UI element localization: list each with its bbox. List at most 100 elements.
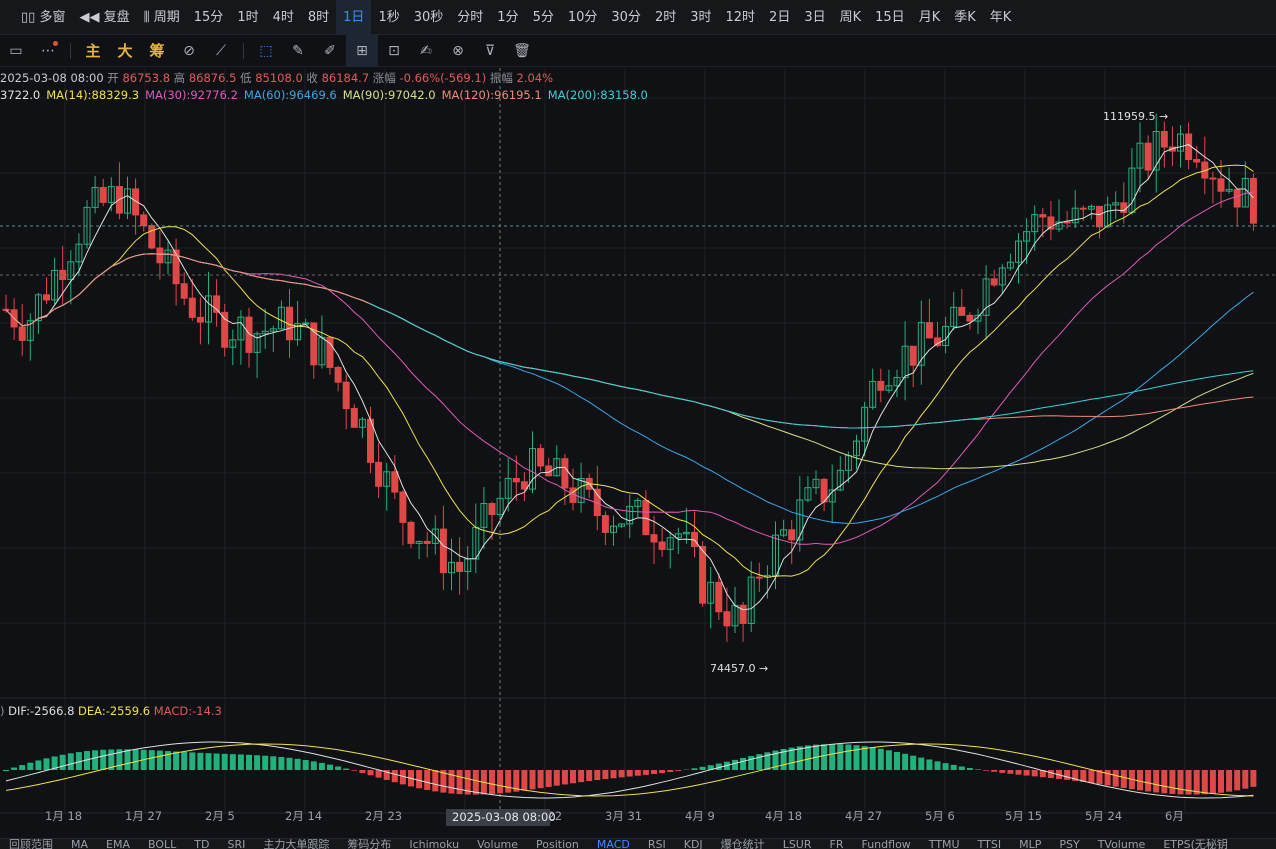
indicator-tab[interactable]: Position	[536, 838, 579, 849]
candle-body	[407, 521, 415, 544]
indicator-tab[interactable]: PSY	[1059, 838, 1080, 849]
indicator-tab[interactable]: RSI	[647, 838, 666, 849]
indicator-tab[interactable]: Ichimoku	[409, 838, 460, 849]
macd-bar	[667, 770, 674, 773]
macd-bar	[821, 744, 828, 770]
indicator-tab[interactable]: TD	[194, 838, 210, 849]
period-12[interactable]: 2时	[654, 9, 677, 25]
period-15[interactable]: 2日	[769, 9, 791, 25]
period-17[interactable]: 周K	[839, 9, 862, 25]
indicator-tab[interactable]: LSUR	[782, 838, 812, 849]
indicator-tab[interactable]: 爆仓统计	[720, 838, 765, 849]
ruler-icon[interactable]: ✎	[292, 42, 304, 59]
macd-bar	[958, 766, 965, 770]
period-5[interactable]: 1秒	[378, 9, 400, 25]
indicator-tab[interactable]: MA	[71, 838, 89, 849]
period-2[interactable]: 4时	[272, 9, 294, 25]
indicator-tab[interactable]: EMA	[106, 838, 130, 849]
indicator-tab[interactable]: ETPS(无秘钥	[1163, 838, 1228, 849]
period-19[interactable]: 月K	[918, 9, 941, 25]
low-annotation: 74457.0 →	[710, 662, 768, 675]
x-axis-label: 2月 5	[205, 809, 235, 823]
period-6[interactable]: 30秒	[413, 9, 444, 25]
pen-icon[interactable]: ✐	[324, 42, 336, 59]
candle-body	[1209, 177, 1217, 180]
main-indicator-button[interactable]: 主	[85, 42, 101, 60]
eraser-icon[interactable]: ⟋	[216, 42, 226, 59]
indicator-tab[interactable]: TTMU	[928, 838, 960, 849]
indicator-tab[interactable]: Volume	[477, 838, 519, 849]
big-order-button[interactable]: 大	[117, 42, 133, 60]
indicator-tab[interactable]: 回顾范围	[9, 838, 53, 849]
period-14[interactable]: 12时	[725, 9, 756, 25]
lock-icon[interactable]: ⊡	[388, 42, 400, 59]
candle-body	[909, 345, 917, 366]
candle-body	[925, 322, 933, 339]
indicator-bar: 回顾范围 MA EMA BOLL TD SRI 主力大单跟踪 筹码分布 Ichimoku Volu…	[0, 838, 1276, 849]
x-axis-label: 6月	[1165, 809, 1184, 823]
indicator-tab[interactable]: KDJ	[683, 838, 703, 849]
macd-bar	[375, 770, 382, 778]
indicator-tab[interactable]: TVolume	[1097, 838, 1146, 849]
rectangle-icon[interactable]: ▭	[9, 42, 23, 59]
macd-bar	[327, 764, 333, 770]
macd-bar	[205, 753, 212, 770]
indicator-tab[interactable]: FR	[829, 838, 844, 849]
indicator-tab[interactable]: TTSI	[977, 838, 1002, 849]
trash-icon[interactable]: 🗑	[513, 42, 531, 59]
macd-bar	[829, 744, 836, 770]
candle-body	[1152, 131, 1160, 171]
indicator-tab[interactable]: 筹码分布	[347, 838, 392, 849]
indicator-tab[interactable]: Fundflow	[861, 838, 911, 849]
filter-icon[interactable]: ⊽	[484, 42, 496, 59]
indicator-tab[interactable]: MLP	[1019, 838, 1042, 849]
macd-bar	[853, 745, 860, 770]
period-18[interactable]: 15日	[875, 9, 905, 25]
period-4[interactable]: 1日	[336, 0, 372, 35]
dea-value: DEA:-2559.6	[78, 704, 151, 718]
macd-bar	[651, 770, 657, 774]
macd-bar	[399, 770, 406, 785]
indicator-tab[interactable]: MACD	[596, 838, 630, 849]
magnet-icon[interactable]: ⊞	[346, 34, 378, 67]
macd-bar	[92, 750, 99, 770]
macd-bar	[246, 754, 252, 770]
open-label: 开	[107, 71, 119, 85]
period-13[interactable]: 3时	[690, 9, 712, 25]
period-21[interactable]: 年K	[989, 9, 1012, 25]
multi-window-button[interactable]: ▯▯ 多窗	[21, 9, 66, 25]
macd-bar	[748, 756, 755, 770]
cursor-icon[interactable]: ⬚	[259, 42, 273, 59]
macd-bar	[254, 755, 261, 770]
candle-body	[1071, 207, 1079, 224]
period-3[interactable]: 8时	[307, 9, 330, 25]
period-1[interactable]: 1时	[237, 9, 259, 25]
candle-body	[1087, 205, 1095, 210]
indicator-tab[interactable]: BOLL	[147, 838, 177, 849]
period-11[interactable]: 30分	[611, 9, 641, 25]
period-7[interactable]: 分时	[457, 9, 484, 25]
replay-button[interactable]: ◀◀ 复盘	[79, 9, 130, 25]
draw-toggle-icon[interactable]: ⊘	[183, 42, 195, 59]
more-icon[interactable]: ⋯	[32, 35, 64, 67]
high-label: 高	[173, 71, 186, 85]
candle-body	[488, 503, 496, 515]
period-0[interactable]: 15分	[193, 9, 224, 25]
macd-bar	[43, 758, 50, 770]
macd-bar	[440, 770, 447, 793]
period-selector[interactable]: ⫼ 周期	[143, 9, 180, 25]
macd-bar	[545, 770, 552, 787]
candle-body	[172, 249, 180, 285]
period-20[interactable]: 季K	[954, 9, 976, 25]
indicator-tab[interactable]: SRI	[227, 838, 246, 849]
period-8[interactable]: 1分	[497, 9, 519, 25]
macd-bar	[1169, 770, 1176, 794]
period-10[interactable]: 10分	[567, 9, 598, 25]
edit-icon[interactable]: ✍	[420, 42, 432, 59]
period-9[interactable]: 5分	[532, 9, 554, 25]
chip-button[interactable]: 筹	[149, 42, 165, 60]
indicator-tab[interactable]: 主力大单跟踪	[263, 838, 330, 849]
period-16[interactable]: 3日	[804, 9, 826, 25]
kline-chart[interactable]: 111959.5 → 74457.0 → 1月 18 1月 27 2月 5 2月 14 2月…	[0, 68, 1276, 838]
link-icon[interactable]: ⊗	[452, 42, 464, 59]
